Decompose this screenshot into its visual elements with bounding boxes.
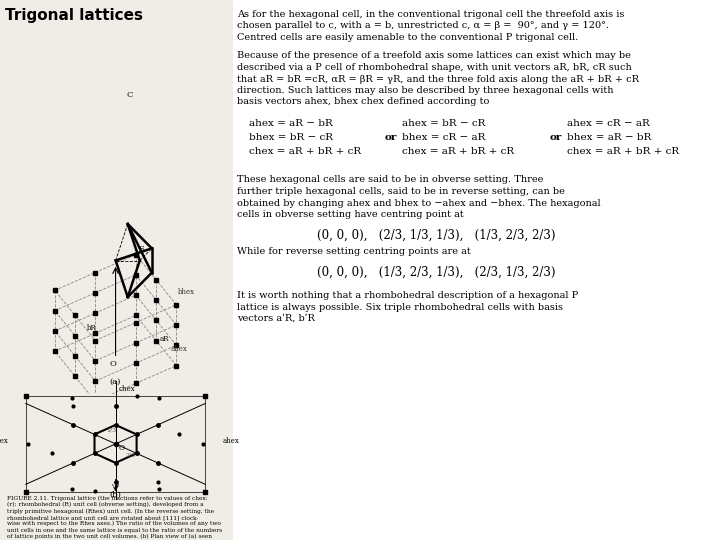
- Text: ahex: ahex: [222, 437, 239, 444]
- Text: FIGURE 2.11. Trigonal lattice (the fractions refer to values of chex:
(r); rhomb: FIGURE 2.11. Trigonal lattice (the fract…: [6, 495, 222, 540]
- Text: vectors aʹR, bʹR: vectors aʹR, bʹR: [237, 314, 315, 323]
- Text: chex = aR + bR + cR: chex = aR + bR + cR: [249, 147, 361, 157]
- Text: cells in obverse setting have centring point at: cells in obverse setting have centring p…: [237, 210, 464, 219]
- Text: chex = aR + bR + cR: chex = aR + bR + cR: [402, 147, 514, 157]
- Text: (b): (b): [109, 491, 122, 499]
- Text: bhex: bhex: [179, 288, 195, 296]
- Text: basis vectors ahex, bhex chex defined according to: basis vectors ahex, bhex chex defined ac…: [237, 98, 490, 106]
- Text: As for the hexagonal cell, in the conventional trigonal cell the threefold axis : As for the hexagonal cell, in the conven…: [237, 10, 624, 19]
- Text: O: O: [119, 444, 125, 452]
- Text: 1/3: 1/3: [106, 427, 116, 432]
- Text: aR: aR: [160, 334, 170, 342]
- Text: described via a P cell of rhombohedral shape, with unit vectors aR, bR, cR such: described via a P cell of rhombohedral s…: [237, 63, 631, 72]
- Text: Because of the presence of a treefold axis some lattices can exist which may be: Because of the presence of a treefold ax…: [237, 51, 631, 60]
- Text: direction. Such lattices may also be described by three hexagonal cells with: direction. Such lattices may also be des…: [237, 86, 613, 95]
- Text: These hexagonal cells are said to be in obverse setting. Three: These hexagonal cells are said to be in …: [237, 176, 544, 185]
- Text: (0, 0, 0),   (1/3, 2/3, 1/3),   (2/3, 1/3, 2/3): (0, 0, 0), (1/3, 2/3, 1/3), (2/3, 1/3, 2…: [317, 266, 556, 279]
- Text: C: C: [127, 91, 133, 99]
- Text: chosen parallel to c, with a = b, unrestricted c, α = β =  90°, and γ = 120°.: chosen parallel to c, with a = b, unrest…: [237, 22, 609, 30]
- Text: bhex = cR − aR: bhex = cR − aR: [402, 133, 485, 143]
- Text: S: S: [138, 245, 144, 253]
- Text: that aR = bR =cR, αR = βR = γR, and the three fold axis along the aR + bR + cR: that aR = bR =cR, αR = βR = γR, and the …: [237, 75, 639, 84]
- Text: (a): (a): [110, 377, 121, 386]
- Bar: [0, 0, 233, 540]
- Text: further triple hexagonal cells, said to be in reverse setting, can be: further triple hexagonal cells, said to …: [237, 187, 565, 196]
- Text: or: or: [550, 133, 562, 143]
- Text: ahex = cR − aR: ahex = cR − aR: [567, 119, 649, 129]
- Text: ahex: ahex: [170, 345, 187, 353]
- Text: ahex = aR − bR: ahex = aR − bR: [249, 119, 333, 129]
- Text: bhex = bR − cR: bhex = bR − cR: [249, 133, 333, 143]
- Text: bhex = aR − bR: bhex = aR − bR: [567, 133, 652, 143]
- Text: lattice is always possible. Six triple rhombohedral cells with basis: lattice is always possible. Six triple r…: [237, 302, 563, 312]
- Text: O: O: [109, 360, 117, 368]
- Text: chex: chex: [119, 385, 135, 393]
- Text: Centred cells are easily amenable to the conventional P trigonal cell.: Centred cells are easily amenable to the…: [237, 33, 578, 42]
- Text: bR: bR: [87, 324, 97, 332]
- Text: obtained by changing ahex and bhex to −ahex and −bhex. The hexagonal: obtained by changing ahex and bhex to −a…: [237, 199, 600, 207]
- Text: ahex = bR − cR: ahex = bR − cR: [402, 119, 485, 129]
- Text: chex = aR + bR + cR: chex = aR + bR + cR: [567, 147, 679, 157]
- Text: or: or: [385, 133, 397, 143]
- Text: ahex: ahex: [0, 437, 9, 444]
- Text: While for reverse setting centring points are at: While for reverse setting centring point…: [237, 247, 471, 256]
- Text: It is worth nothing that a rhombohedral description of a hexagonal P: It is worth nothing that a rhombohedral …: [237, 291, 578, 300]
- Text: (0, 0, 0),   (2/3, 1/3, 1/3),   (1/3, 2/3, 2/3): (0, 0, 0), (2/3, 1/3, 1/3), (1/3, 2/3, 2…: [317, 228, 556, 241]
- Text: Trigonal lattices: Trigonal lattices: [5, 8, 143, 23]
- Text: 2/3: 2/3: [125, 453, 135, 457]
